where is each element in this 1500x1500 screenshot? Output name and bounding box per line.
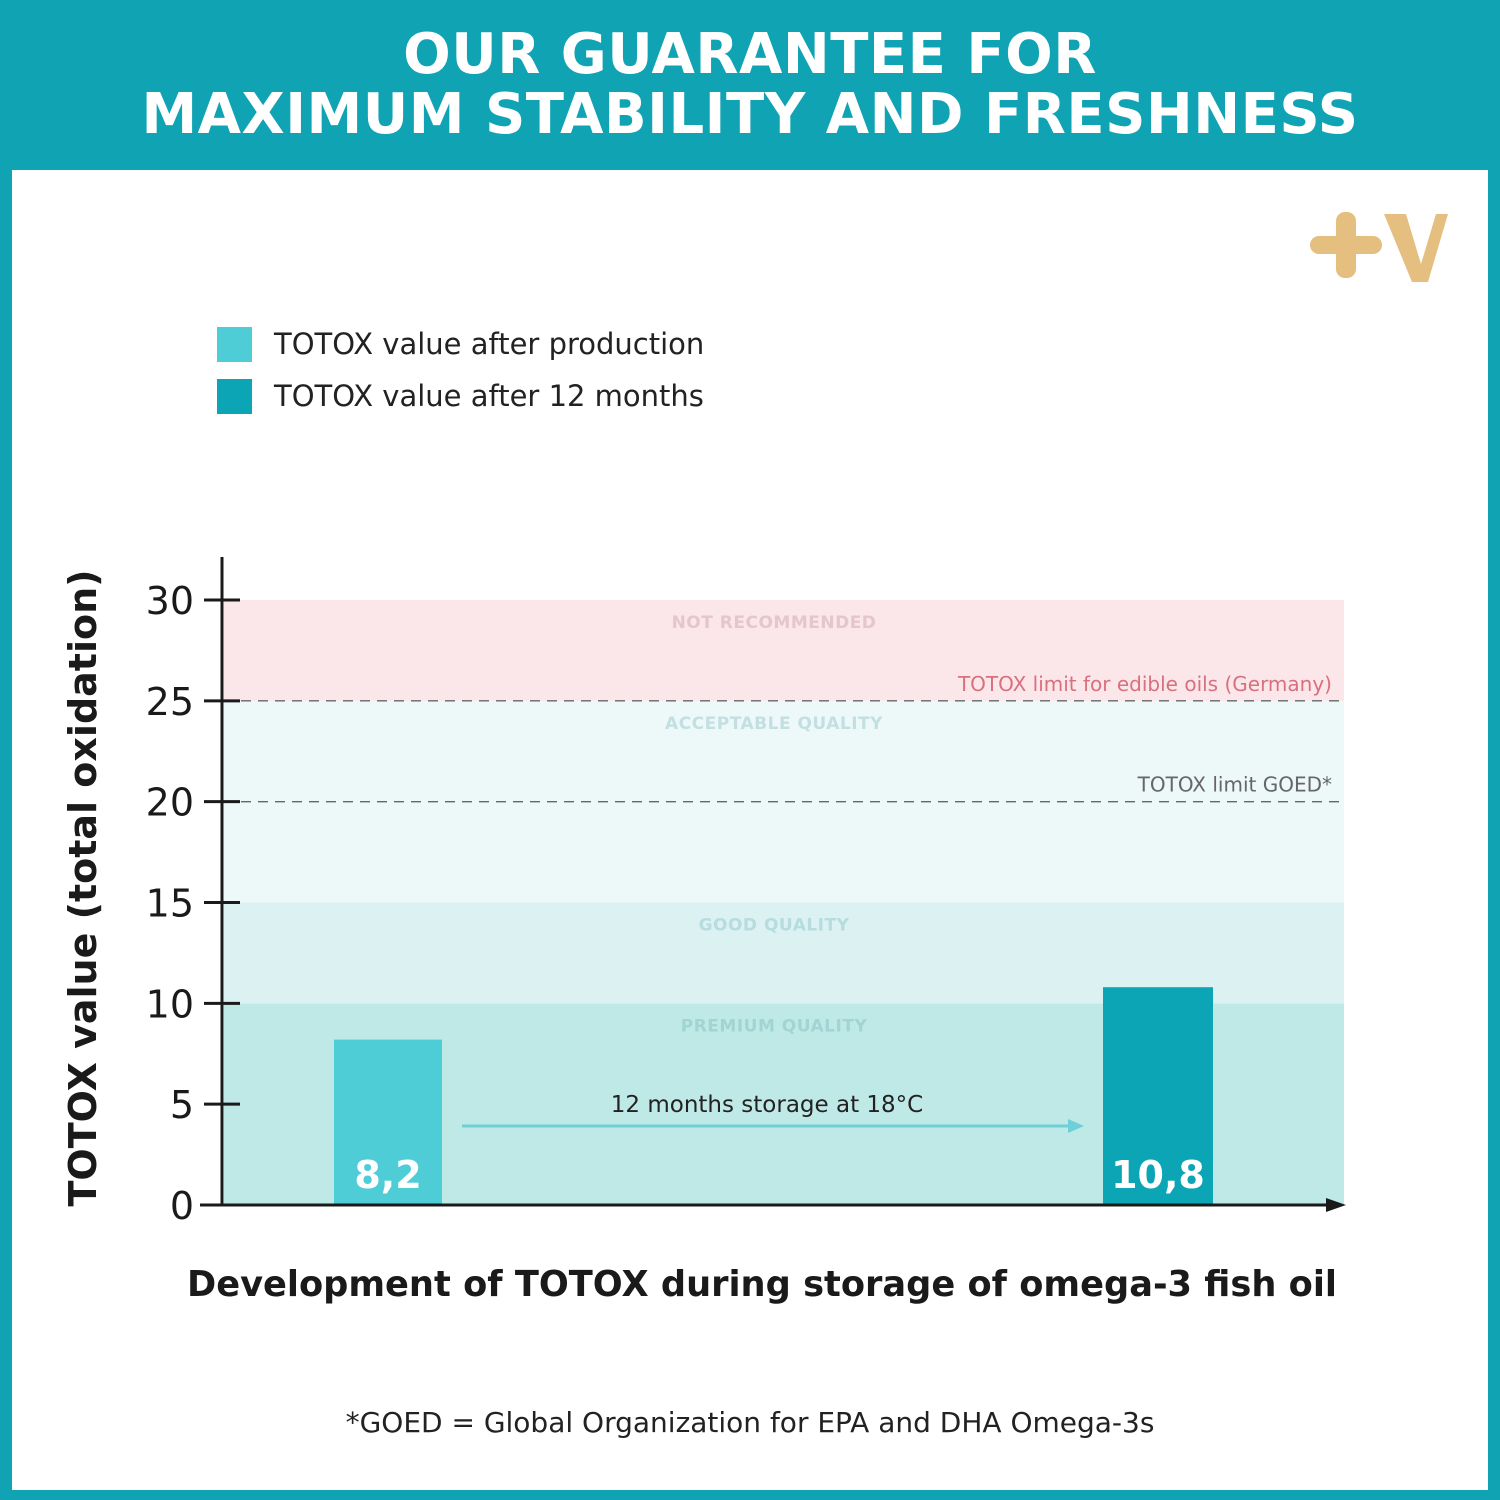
legend-item-12-months: TOTOX value after 12 months [217,370,704,422]
bar-production-value-label: 8,2 [354,1153,421,1197]
zone-not-recommended [224,600,1344,701]
totox-chart: PREMIUM QUALITY GOOD QUALITY ACCEPTABLE QU… [61,557,1346,1305]
bar-12-months-value-label: 10,8 [1111,1153,1205,1197]
chart-title: Development of TOTOX during storage of o… [187,1264,1337,1305]
zone-label-not-recommended: NOT RECOMMENDED [672,613,877,633]
headline-line-1: OUR GUARANTEE FOR [403,22,1097,87]
y-tick-label-30: 30 [146,579,194,623]
chart-legend: TOTOX value after production TOTOX value… [217,318,704,422]
bar-production [334,1039,442,1205]
y-axis-title: TOTOX value (total oxidation) [61,569,105,1206]
y-tick-label-0: 0 [170,1184,194,1228]
header-banner: OUR GUARANTEE FOR MAXIMUM STABILITY AND … [0,0,1500,170]
zone-label-acceptable-quality: ACCEPTABLE QUALITY [665,714,883,734]
zone-acceptable-quality [224,700,1344,903]
y-tick-label-15: 15 [146,882,194,926]
legend-swatch-12-months [217,378,252,414]
reference-label-25: TOTOX limit for edible oils (Germany) [957,672,1332,696]
storage-arrow-head [1068,1119,1084,1133]
zone-label-good-quality: GOOD QUALITY [699,916,850,936]
legend-item-production: TOTOX value after production [217,318,704,370]
legend-label-12-months: TOTOX value after 12 months [274,379,704,413]
y-tick-label-25: 25 [146,680,194,724]
zone-good-quality [224,902,1344,1004]
y-tick-label-20: 20 [146,781,194,825]
content-panel: TOTOX value after production TOTOX value… [12,170,1488,1490]
legend-label-production: TOTOX value after production [274,327,705,361]
legend-swatch-production [217,326,252,362]
footnote: *GOED = Global Organization for EPA and … [345,1406,1155,1439]
storage-annotation: 12 months storage at 18°C [611,1092,923,1118]
reference-label-20: TOTOX limit GOED* [1137,773,1332,797]
bar-12-months [1103,987,1213,1205]
brand-logo [1310,212,1448,282]
headline-line-2: MAXIMUM STABILITY AND FRESHNESS [141,82,1359,147]
x-axis-arrow-head [1326,1198,1346,1212]
zone-label-premium-quality: PREMIUM QUALITY [681,1016,868,1036]
y-tick-label-5: 5 [170,1083,194,1127]
y-tick-label-10: 10 [146,982,194,1026]
